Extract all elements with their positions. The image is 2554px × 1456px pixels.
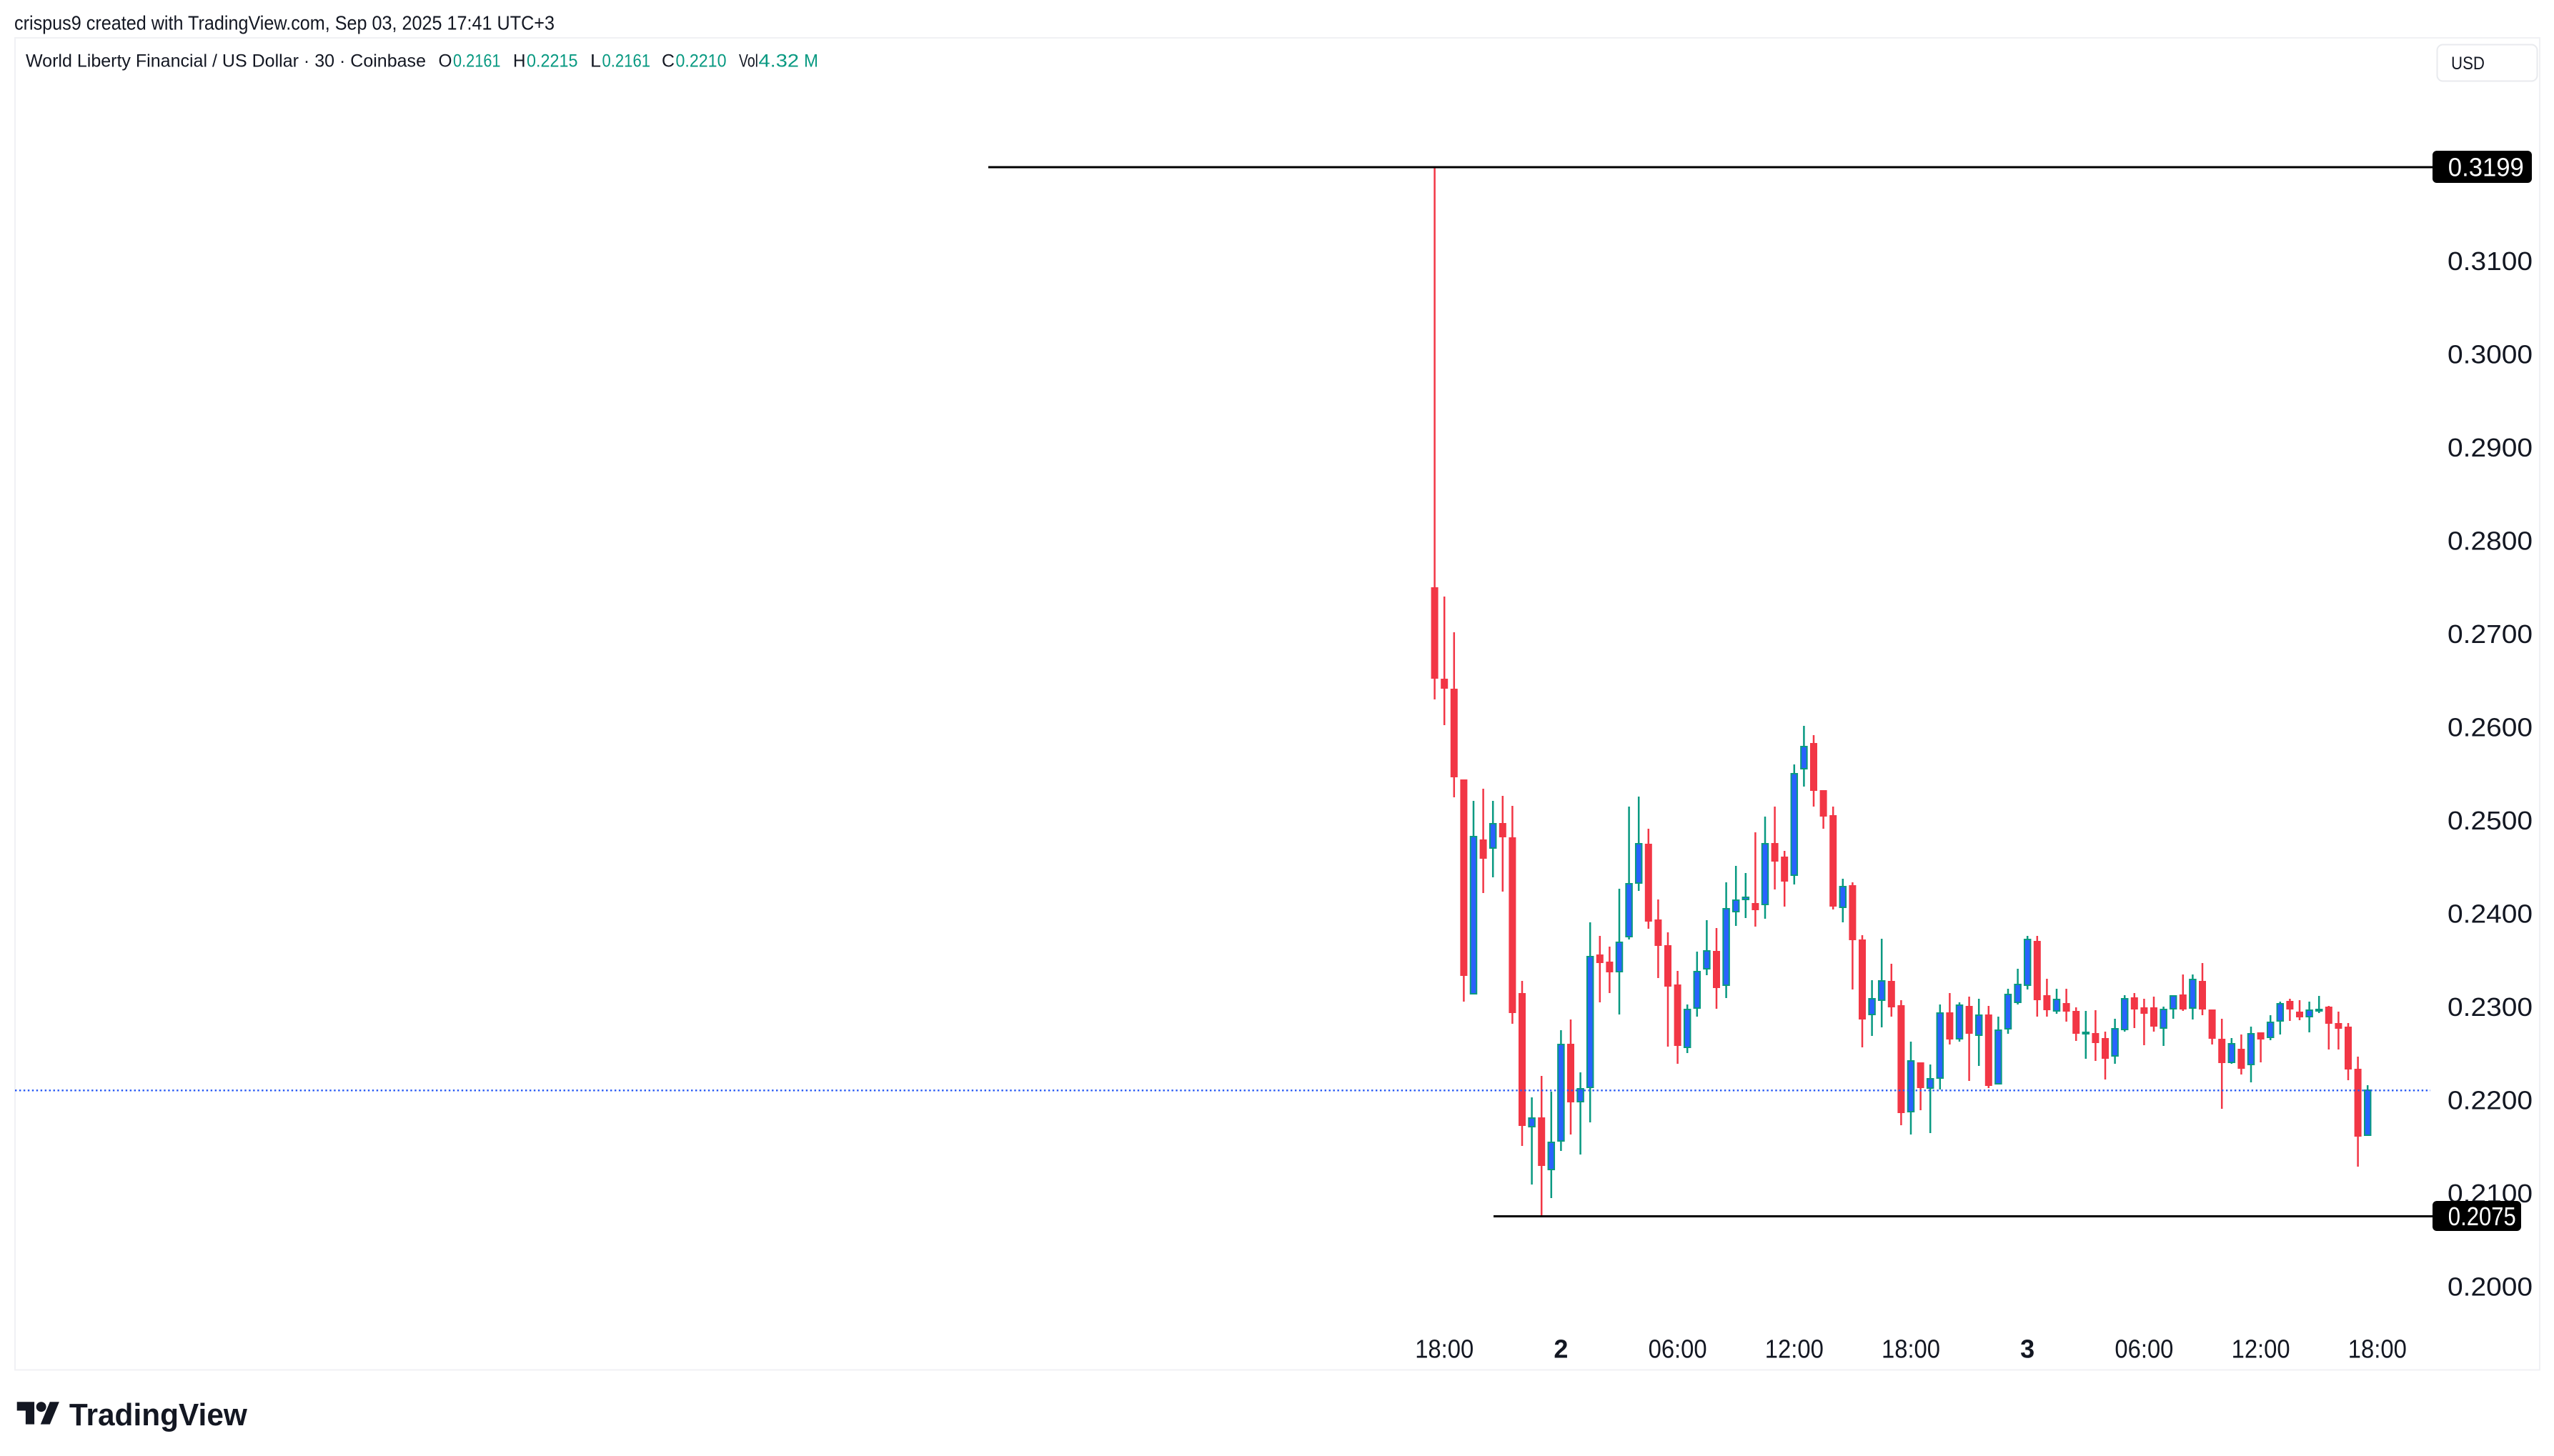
svg-text:0.2161: 0.2161 xyxy=(602,51,651,71)
svg-text:0.2700: 0.2700 xyxy=(2448,619,2533,649)
svg-text:4.32: 4.32 xyxy=(759,51,800,71)
svg-text:M: M xyxy=(804,51,818,71)
svg-text:C: C xyxy=(662,51,675,71)
svg-text:0.2400: 0.2400 xyxy=(2448,899,2533,929)
svg-text:0.2000: 0.2000 xyxy=(2448,1272,2533,1302)
svg-text:12:00: 12:00 xyxy=(2232,1335,2290,1364)
svg-text:0.3100: 0.3100 xyxy=(2448,246,2533,276)
svg-text:06:00: 06:00 xyxy=(1649,1335,1707,1364)
svg-text:0.2161: 0.2161 xyxy=(453,51,501,71)
svg-text:0.2500: 0.2500 xyxy=(2448,806,2533,835)
svg-text:0.3000: 0.3000 xyxy=(2448,339,2533,369)
svg-text:12:00: 12:00 xyxy=(1765,1335,1824,1364)
svg-text:H: H xyxy=(513,51,526,71)
svg-text:USD: USD xyxy=(2451,54,2485,74)
svg-text:0.2215: 0.2215 xyxy=(527,51,578,71)
svg-text:TradingView: TradingView xyxy=(69,1398,247,1432)
svg-text:06:00: 06:00 xyxy=(2115,1335,2173,1364)
svg-text:0.2300: 0.2300 xyxy=(2448,992,2533,1022)
svg-text:2: 2 xyxy=(1554,1335,1568,1364)
svg-text:L: L xyxy=(590,51,601,71)
svg-text:Vol: Vol xyxy=(739,51,758,71)
svg-text:0.3199: 0.3199 xyxy=(2448,153,2524,182)
svg-text:0.2800: 0.2800 xyxy=(2448,526,2533,555)
svg-text:0.2075: 0.2075 xyxy=(2448,1202,2516,1231)
svg-text:0.2600: 0.2600 xyxy=(2448,712,2533,742)
svg-text:18:00: 18:00 xyxy=(1882,1335,1940,1364)
svg-text:crispus9 created with TradingV: crispus9 created with TradingView.com, S… xyxy=(14,12,555,34)
svg-text:World Liberty Financial / US D: World Liberty Financial / US Dollar · 30… xyxy=(26,51,426,71)
svg-text:3: 3 xyxy=(2020,1335,2034,1364)
svg-text:O: O xyxy=(439,51,452,71)
svg-text:0.2210: 0.2210 xyxy=(676,51,727,71)
svg-text:18:00: 18:00 xyxy=(1415,1335,1474,1364)
svg-text:18:00: 18:00 xyxy=(2348,1335,2407,1364)
svg-text:0.2200: 0.2200 xyxy=(2448,1086,2533,1115)
svg-text:0.2900: 0.2900 xyxy=(2448,433,2533,462)
